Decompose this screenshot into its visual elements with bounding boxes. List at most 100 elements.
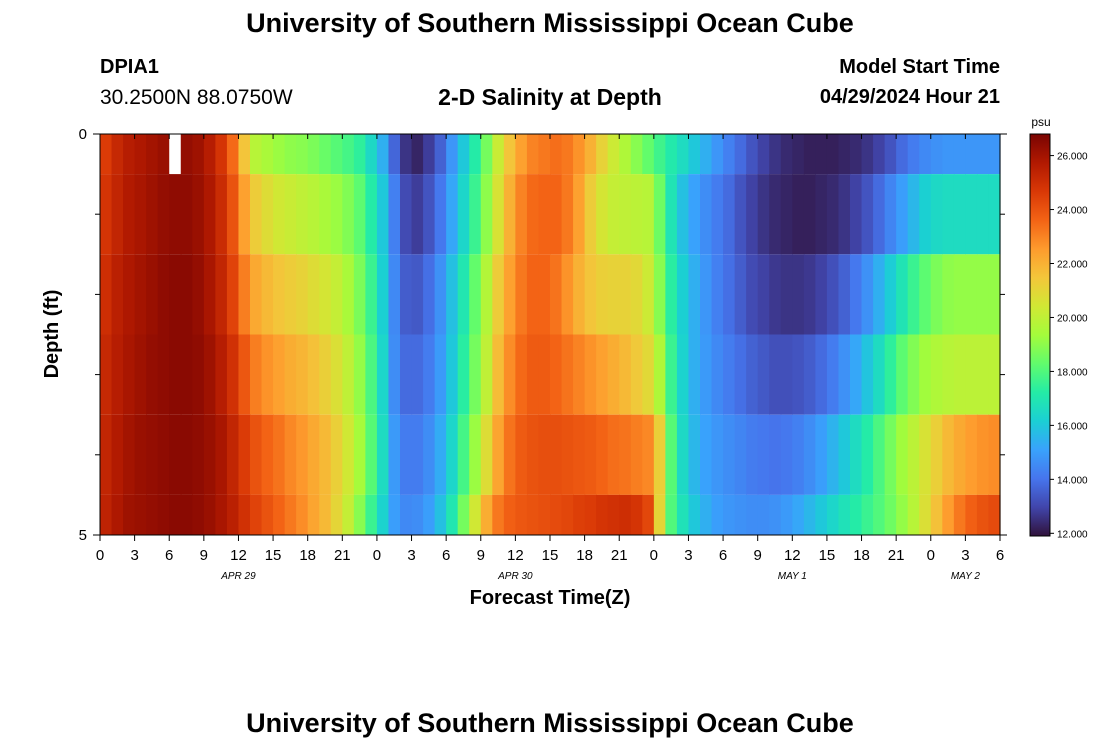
- heatmap-cell: [780, 494, 793, 535]
- heatmap-cell: [180, 334, 193, 415]
- station-id: DPIA1: [100, 56, 159, 78]
- heatmap-cell: [884, 334, 897, 415]
- heatmap-cell: [319, 334, 332, 415]
- heatmap-cell: [388, 134, 401, 175]
- heatmap-cell: [180, 414, 193, 495]
- heatmap-cell: [423, 414, 436, 495]
- heatmap-cell: [273, 174, 286, 255]
- heatmap-cell: [815, 494, 828, 535]
- heatmap-cell: [930, 254, 943, 335]
- x-tick-label: 3: [130, 547, 138, 564]
- heatmap-cell: [757, 254, 770, 335]
- heatmap-cell: [769, 414, 782, 495]
- heatmap-cell: [434, 174, 447, 255]
- heatmap-cell: [100, 134, 113, 175]
- heatmap-cell: [307, 414, 320, 495]
- heatmap-cell: [515, 174, 528, 255]
- heatmap-cell: [850, 414, 863, 495]
- heatmap-cell: [711, 254, 724, 335]
- heatmap-cell: [146, 134, 159, 175]
- heatmap-cell: [976, 254, 990, 335]
- heatmap-cell: [284, 254, 297, 335]
- heatmap-cell: [653, 134, 666, 175]
- heatmap-cell: [353, 494, 366, 535]
- heatmap-cell: [526, 334, 540, 415]
- heatmap-cell: [873, 134, 886, 175]
- date-label: APR 29: [220, 571, 256, 582]
- heatmap-cell: [965, 494, 978, 535]
- heatmap-cell: [342, 494, 355, 535]
- x-tick-label: 18: [299, 547, 316, 564]
- heatmap-cell: [988, 494, 1001, 535]
- heatmap-cell: [238, 134, 251, 175]
- heatmap-cell: [446, 414, 459, 495]
- heatmap-cell: [861, 174, 874, 255]
- heatmap-cell: [619, 254, 632, 335]
- heatmap-cell: [376, 134, 390, 175]
- heatmap-cell: [538, 254, 551, 335]
- heatmap-cell: [342, 134, 355, 175]
- heatmap-cell: [907, 174, 920, 255]
- heatmap-cell: [838, 494, 851, 535]
- heatmap-cell: [492, 414, 505, 495]
- heatmap-cell: [642, 334, 655, 415]
- heatmap-cell: [803, 414, 816, 495]
- heatmap-cell: [953, 254, 966, 335]
- heatmap-cell: [342, 414, 355, 495]
- heatmap-cell: [838, 134, 851, 175]
- heatmap-cell: [607, 174, 620, 255]
- heatmap-cell: [192, 254, 205, 335]
- heatmap-cell: [838, 254, 851, 335]
- heatmap-cell: [550, 174, 563, 255]
- x-tick-label: 18: [853, 547, 870, 564]
- heatmap-cell: [803, 254, 816, 335]
- heatmap-cell: [826, 254, 840, 335]
- heatmap-cell: [400, 174, 413, 255]
- colorbar-tick-label: 26.000: [1057, 152, 1088, 163]
- x-tick-label: 12: [230, 547, 247, 564]
- heatmap-cell: [665, 334, 678, 415]
- heatmap-cell: [319, 494, 332, 535]
- heatmap-cell: [134, 334, 147, 415]
- heatmap-cell: [953, 174, 966, 255]
- heatmap-cell: [284, 134, 297, 175]
- heatmap-cell: [538, 134, 551, 175]
- heatmap-cell: [215, 414, 228, 495]
- heatmap-cell: [261, 414, 274, 495]
- heatmap-cell: [653, 174, 666, 255]
- heatmap-cell: [526, 174, 540, 255]
- heatmap-cell: [134, 254, 147, 335]
- heatmap-cell: [596, 414, 609, 495]
- heatmap-cell: [203, 414, 216, 495]
- heatmap-cell: [711, 334, 724, 415]
- heatmap-cell: [411, 334, 424, 415]
- heatmap-cell: [157, 334, 170, 415]
- heatmap-cell: [273, 334, 286, 415]
- heatmap-cell: [330, 414, 343, 495]
- heatmap-cell: [215, 494, 228, 535]
- heatmap-cell: [146, 334, 159, 415]
- heatmap-cell: [861, 334, 874, 415]
- heatmap-cell: [792, 134, 805, 175]
- heatmap-cell: [123, 494, 136, 535]
- x-tick-label: 15: [265, 547, 282, 564]
- heatmap-cell: [561, 494, 574, 535]
- heatmap-cell: [746, 134, 759, 175]
- heatmap-cell: [238, 494, 251, 535]
- heatmap-cell: [538, 414, 551, 495]
- heatmap-cell: [734, 134, 747, 175]
- heatmap-cell: [711, 174, 724, 255]
- heatmap-cell: [550, 494, 563, 535]
- heatmap-cell: [365, 174, 378, 255]
- heatmap-cell: [307, 494, 320, 535]
- heatmap-cell: [711, 414, 724, 495]
- heatmap-cell: [353, 134, 366, 175]
- heatmap-cell: [146, 494, 159, 535]
- heatmap-cell: [226, 334, 240, 415]
- y-tick-label: 5: [79, 527, 87, 544]
- heatmap-cell: [226, 174, 240, 255]
- heatmap-cell: [134, 494, 147, 535]
- heatmap-cell: [688, 494, 701, 535]
- heatmap-cell: [503, 174, 516, 255]
- heatmap-cell: [896, 254, 909, 335]
